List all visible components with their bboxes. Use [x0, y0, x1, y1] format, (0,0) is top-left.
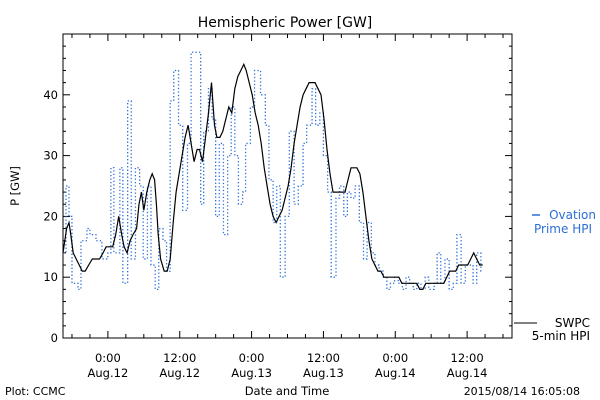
legend-swpc-label-line2: 5-min HPI: [532, 329, 590, 343]
y-tick-label: 10: [43, 270, 58, 284]
series-ovation-prime-line: [63, 51, 484, 291]
x-tick-time-label: 0:00: [239, 351, 265, 365]
y-tick-label: 20: [43, 209, 58, 223]
chart-title: Hemispheric Power [GW]: [198, 15, 373, 31]
y-tick-label: 0: [51, 331, 58, 345]
y-tick-label: 30: [43, 149, 58, 163]
y-tick-label: 40: [43, 88, 58, 102]
legend-ovation-label-line2: Prime HPI: [534, 222, 592, 236]
x-axis-label: Date and Time: [245, 384, 330, 398]
plot-credit: Plot: CCMC: [5, 385, 66, 398]
x-tick-time-label: 12:00: [163, 351, 196, 365]
x-tick-date-label: Aug.13: [303, 366, 344, 380]
y-axis-ticks: 0 10 20 30 40: [43, 45, 512, 345]
x-tick-time-label: 0:00: [95, 351, 121, 365]
series-swpc-line: [62, 62, 483, 290]
legend-swpc-label: SWPC: [555, 316, 590, 330]
series-layer: [62, 51, 484, 291]
x-tick-date-label: Aug.13: [231, 366, 272, 380]
x-tick-date-label: Aug.14: [375, 366, 416, 380]
plot-timestamp: 2015/08/14 16:05:08: [464, 385, 580, 398]
x-tick-time-label: 12:00: [307, 351, 340, 365]
x-tick-time-label: 12:00: [451, 351, 484, 365]
x-tick-date-label: Aug.14: [447, 366, 488, 380]
x-tick-time-label: 0:00: [382, 351, 408, 365]
x-axis-ticks: 0:00Aug.1212:00Aug.120:00Aug.1312:00Aug.…: [71, 34, 504, 380]
x-tick-date-label: Aug.12: [88, 366, 129, 380]
legend-ovation-label: Ovation: [549, 208, 596, 222]
x-tick-date-label: Aug.12: [159, 366, 200, 380]
y-axis-label: P [GW]: [8, 166, 22, 206]
